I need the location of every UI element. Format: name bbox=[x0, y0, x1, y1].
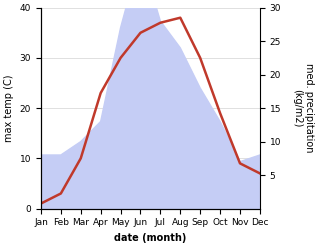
X-axis label: date (month): date (month) bbox=[114, 233, 187, 243]
Y-axis label: med. precipitation
(kg/m2): med. precipitation (kg/m2) bbox=[292, 63, 314, 153]
Y-axis label: max temp (C): max temp (C) bbox=[4, 74, 14, 142]
